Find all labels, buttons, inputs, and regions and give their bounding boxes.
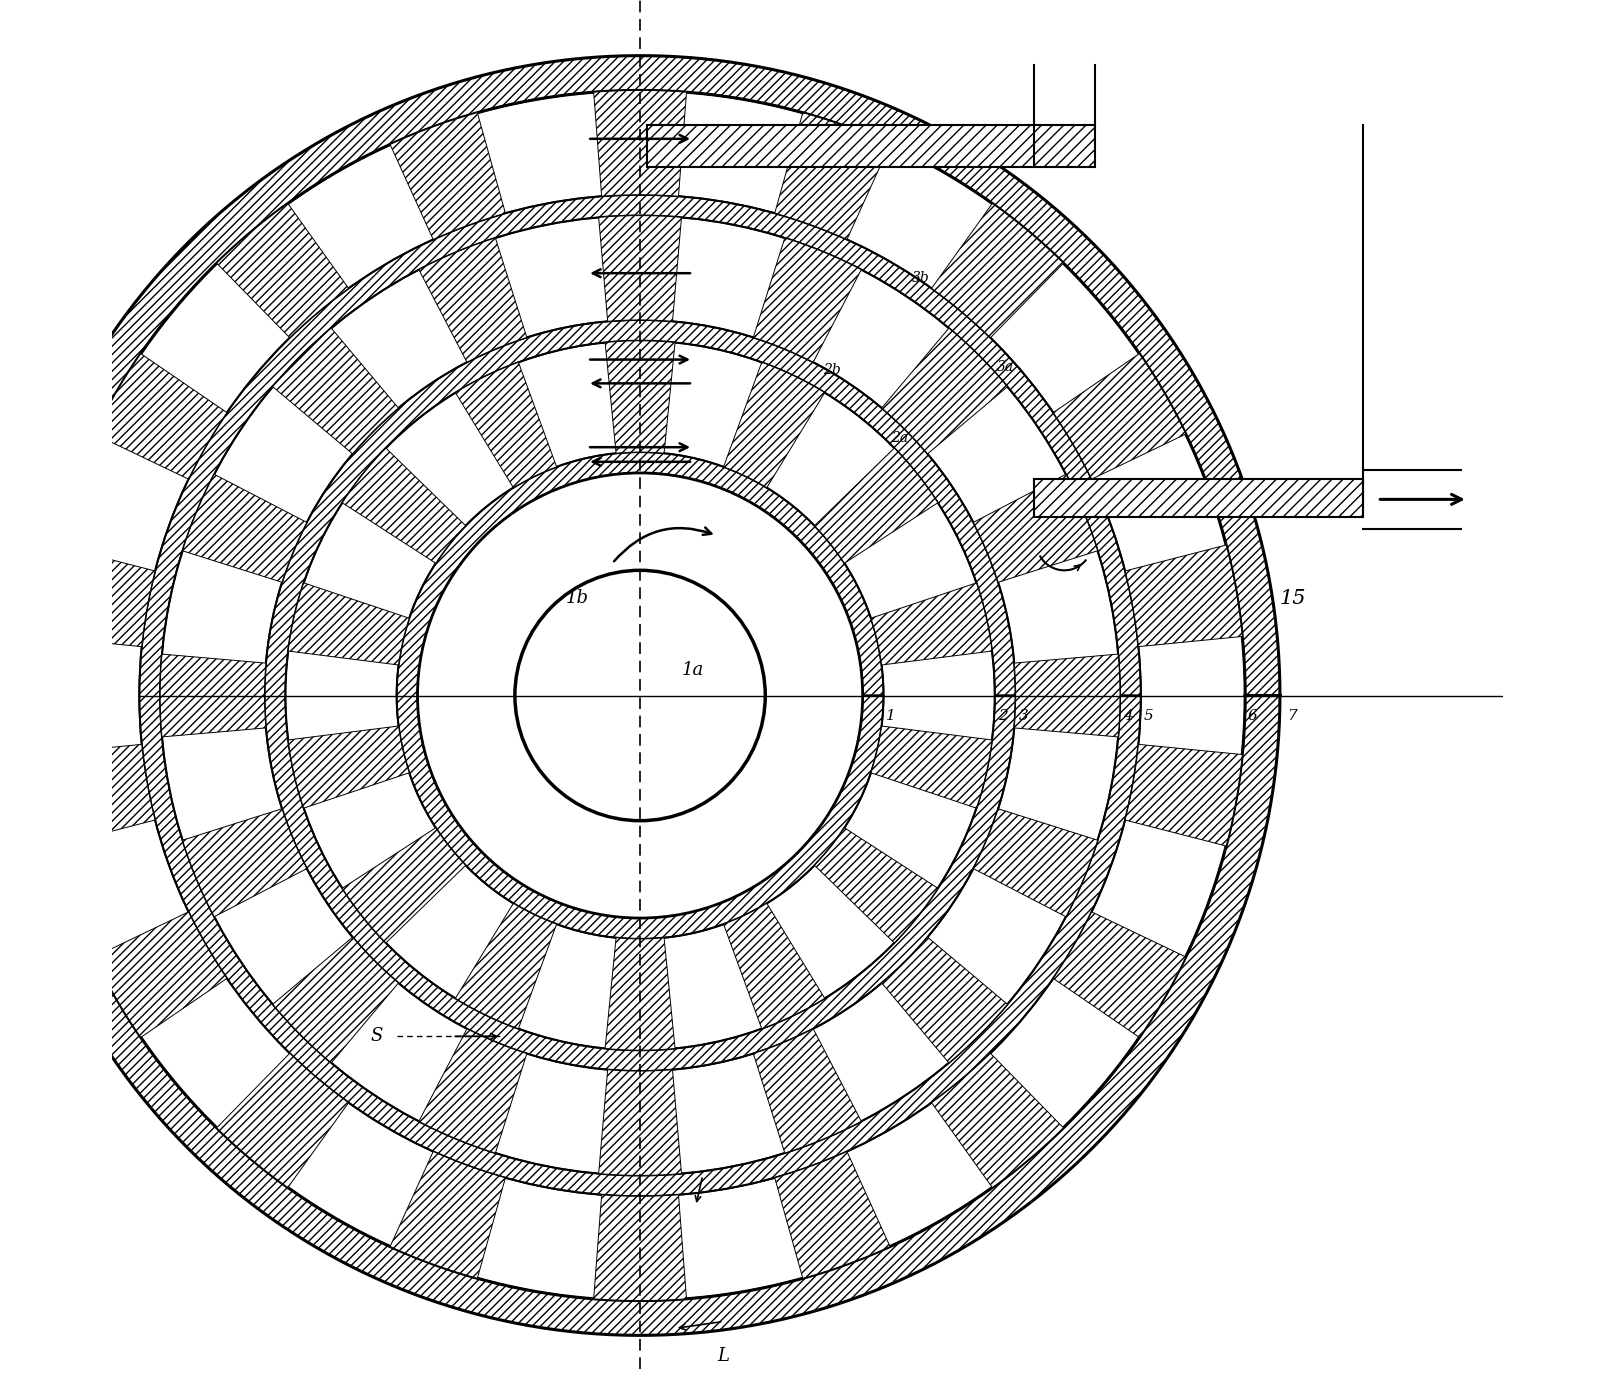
Polygon shape: [599, 216, 681, 321]
Polygon shape: [139, 195, 1141, 1196]
Polygon shape: [216, 1053, 349, 1188]
Text: 5: 5: [1144, 709, 1154, 723]
Text: 2b: 2b: [823, 363, 841, 377]
Text: 2: 2: [997, 709, 1007, 723]
Polygon shape: [216, 203, 349, 338]
Polygon shape: [973, 474, 1098, 583]
Polygon shape: [1014, 654, 1120, 737]
Polygon shape: [36, 90, 1244, 1301]
Polygon shape: [37, 744, 155, 846]
Polygon shape: [754, 238, 862, 362]
Text: 1b: 1b: [567, 590, 589, 606]
Polygon shape: [397, 452, 883, 939]
Polygon shape: [182, 808, 307, 917]
Polygon shape: [0, 56, 1280, 1335]
Text: 2a: 2a: [891, 431, 909, 445]
Polygon shape: [594, 90, 686, 196]
Polygon shape: [94, 912, 228, 1038]
Polygon shape: [273, 328, 399, 453]
Polygon shape: [37, 545, 155, 647]
Polygon shape: [94, 353, 228, 479]
Polygon shape: [289, 583, 410, 665]
Polygon shape: [455, 362, 557, 488]
Polygon shape: [872, 726, 993, 808]
Polygon shape: [160, 216, 1120, 1175]
Text: 3a: 3a: [996, 360, 1014, 374]
Text: 3b: 3b: [912, 270, 930, 285]
Polygon shape: [455, 903, 557, 1029]
Polygon shape: [605, 341, 675, 453]
Circle shape: [418, 473, 862, 918]
Polygon shape: [815, 448, 938, 563]
Text: 1a: 1a: [681, 662, 704, 679]
Polygon shape: [1125, 545, 1243, 647]
Polygon shape: [931, 1053, 1064, 1188]
Polygon shape: [1054, 912, 1186, 1038]
Polygon shape: [815, 828, 938, 943]
Text: 3: 3: [1018, 709, 1028, 723]
Text: 1: 1: [886, 709, 896, 723]
Circle shape: [0, 56, 1280, 1335]
Polygon shape: [775, 113, 889, 239]
Polygon shape: [342, 448, 466, 563]
Polygon shape: [391, 1152, 505, 1278]
Polygon shape: [881, 328, 1007, 453]
Text: 15: 15: [1280, 588, 1306, 608]
Polygon shape: [1033, 479, 1364, 517]
Polygon shape: [1054, 353, 1186, 479]
Polygon shape: [182, 474, 307, 583]
Polygon shape: [775, 1152, 889, 1278]
Polygon shape: [881, 938, 1007, 1063]
Polygon shape: [723, 362, 825, 488]
Polygon shape: [420, 238, 526, 362]
Polygon shape: [599, 1070, 681, 1175]
Text: 7: 7: [1286, 709, 1296, 723]
Text: 6: 6: [1248, 709, 1257, 723]
Polygon shape: [594, 1195, 686, 1301]
Polygon shape: [160, 654, 266, 737]
Polygon shape: [931, 203, 1064, 338]
Polygon shape: [723, 903, 825, 1029]
Polygon shape: [754, 1029, 862, 1153]
Polygon shape: [973, 808, 1098, 917]
Polygon shape: [605, 938, 675, 1050]
Polygon shape: [1125, 744, 1243, 846]
Text: S: S: [370, 1028, 383, 1045]
Polygon shape: [420, 1029, 526, 1153]
Polygon shape: [872, 583, 993, 665]
Polygon shape: [342, 828, 466, 943]
Text: 4: 4: [1123, 709, 1133, 723]
Polygon shape: [265, 320, 1015, 1071]
Circle shape: [515, 570, 765, 821]
Text: L: L: [718, 1348, 730, 1365]
Polygon shape: [286, 341, 994, 1050]
Polygon shape: [391, 113, 505, 239]
Polygon shape: [647, 125, 1094, 167]
Polygon shape: [273, 938, 399, 1063]
Polygon shape: [289, 726, 410, 808]
